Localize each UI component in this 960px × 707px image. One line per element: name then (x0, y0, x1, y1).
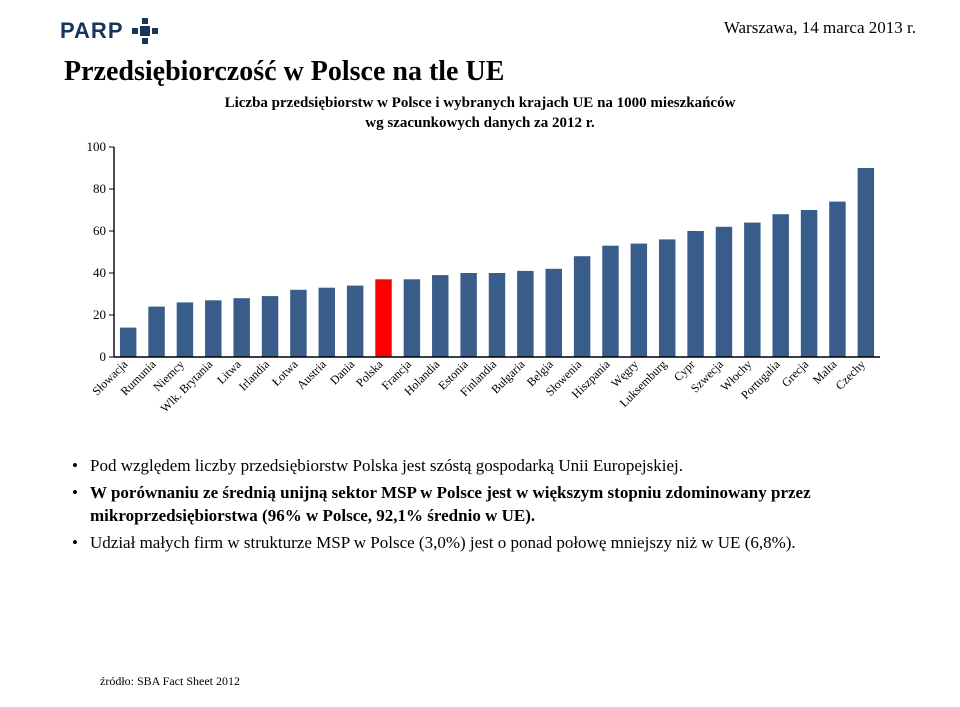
chart-subtitle: Liczba przedsiębiorstw w Polsce i wybran… (160, 94, 800, 133)
bar (546, 269, 562, 357)
bar (148, 307, 164, 357)
bar (489, 273, 505, 357)
slide-page: PARP Warszawa, 14 marca 2013 r. Przedsię… (0, 0, 960, 707)
bar (290, 290, 306, 357)
svg-text:0: 0 (100, 349, 107, 364)
svg-text:20: 20 (93, 307, 106, 322)
logo-mark-icon (130, 16, 160, 46)
bar (404, 279, 420, 357)
x-category-label: Szwecja (688, 357, 727, 396)
header-date: Warszawa, 14 marca 2013 r. (724, 18, 916, 38)
bar (829, 202, 845, 357)
bar-chart: 020406080100SłowacjaRumuniaNiemcyWlk. Br… (70, 137, 890, 437)
bar (687, 231, 703, 357)
bar (744, 223, 760, 357)
x-category-label: Dania (327, 357, 358, 388)
source-footnote: źródło: SBA Fact Sheet 2012 (100, 674, 240, 689)
bar (375, 279, 391, 357)
bar (347, 286, 363, 357)
bar (233, 298, 249, 357)
bar (177, 302, 193, 357)
svg-text:100: 100 (87, 139, 107, 154)
bar (631, 244, 647, 357)
bar (602, 246, 618, 357)
bullet-3: Udział małych firm w strukturze MSP w Po… (72, 532, 900, 555)
bar (460, 273, 476, 357)
x-category-label: Czechy (833, 357, 868, 392)
bar (574, 256, 590, 357)
logo-text: PARP (60, 18, 124, 44)
bar (432, 275, 448, 357)
bar (801, 210, 817, 357)
subtitle-line2: wg szacunkowych danych za 2012 r. (365, 115, 594, 131)
bullet-1: Pod względem liczby przedsiębiorstw Pols… (72, 455, 900, 478)
bar (319, 288, 335, 357)
logo: PARP (60, 16, 160, 46)
svg-text:40: 40 (93, 265, 106, 280)
x-category-label: Grecja (779, 357, 812, 390)
svg-text:80: 80 (93, 181, 106, 196)
bar-chart-svg: 020406080100SłowacjaRumuniaNiemcyWlk. Br… (70, 137, 890, 437)
subtitle-line1: Liczba przedsiębiorstw w Polsce i wybran… (225, 95, 736, 111)
bar (120, 328, 136, 357)
bar (517, 271, 533, 357)
bar (205, 300, 221, 357)
bullet-list: Pod względem liczby przedsiębiorstw Pols… (72, 455, 900, 555)
page-title: Przedsiębiorczość w Polsce na tle UE (64, 56, 960, 88)
header-row: PARP Warszawa, 14 marca 2013 r. (0, 0, 960, 46)
bar (716, 227, 732, 357)
bar (659, 239, 675, 357)
svg-text:60: 60 (93, 223, 106, 238)
bar (772, 214, 788, 357)
x-category-label: Irlandia (236, 357, 273, 394)
x-category-label: Austria (294, 357, 329, 392)
bar (858, 168, 874, 357)
bar (262, 296, 278, 357)
bullet-2: W porównaniu ze średnią unijną sektor MS… (72, 482, 900, 528)
